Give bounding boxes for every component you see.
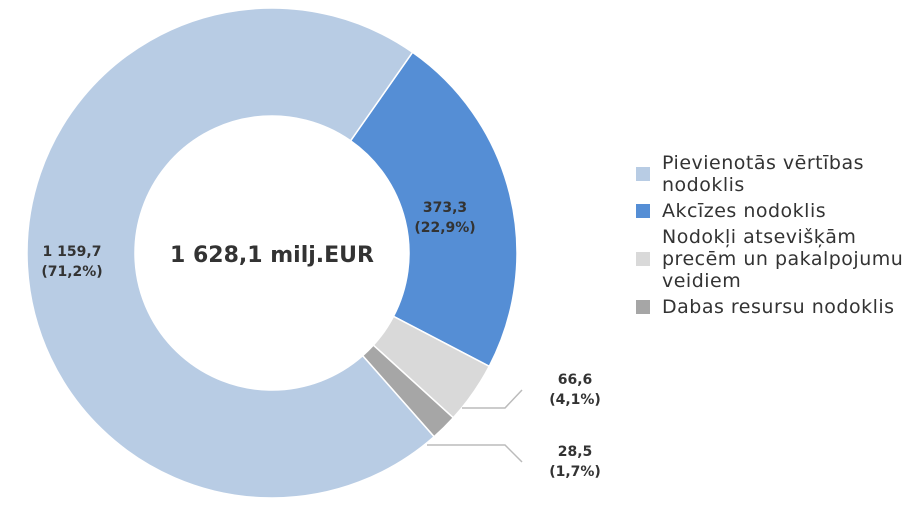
share-label: (71,2%)	[41, 264, 102, 280]
share-label: (22,9%)	[414, 220, 475, 236]
share-label: (4,1%)	[549, 392, 601, 408]
legend-swatch	[636, 300, 650, 314]
slice	[26, 7, 436, 499]
slice	[349, 51, 518, 368]
legend-label: Dabas resursu nodoklis	[662, 296, 895, 318]
legend: Pievienotās vērtības nodoklis Akcīzes nod…	[636, 152, 916, 322]
leader-line	[462, 389, 523, 409]
share-label: (1,7%)	[549, 464, 601, 480]
legend-item: Dabas resursu nodoklis	[636, 296, 916, 318]
legend-swatch	[636, 204, 650, 218]
slices	[26, 7, 518, 499]
legend-item: Nodokļi atsevišķām precēm un pakalpojumu…	[636, 226, 916, 292]
value-label: 373,3	[423, 200, 467, 216]
leader-line	[427, 444, 523, 463]
legend-item: Akcīzes nodoklis	[636, 200, 916, 222]
value-label: 1 159,7	[43, 244, 102, 260]
value-label: 28,5	[558, 444, 593, 460]
legend-label: Nodokļi atsevišķām precēm un pakalpojumu…	[662, 226, 904, 292]
legend-swatch	[636, 167, 650, 181]
legend-label: Pievienotās vērtības nodoklis	[662, 152, 864, 196]
legend-item: Pievienotās vērtības nodoklis	[636, 152, 916, 196]
legend-label: Akcīzes nodoklis	[662, 200, 827, 222]
center-label: 1 628,1 milj.EUR	[170, 243, 374, 268]
value-label: 66,6	[558, 372, 593, 388]
legend-swatch	[636, 252, 650, 266]
